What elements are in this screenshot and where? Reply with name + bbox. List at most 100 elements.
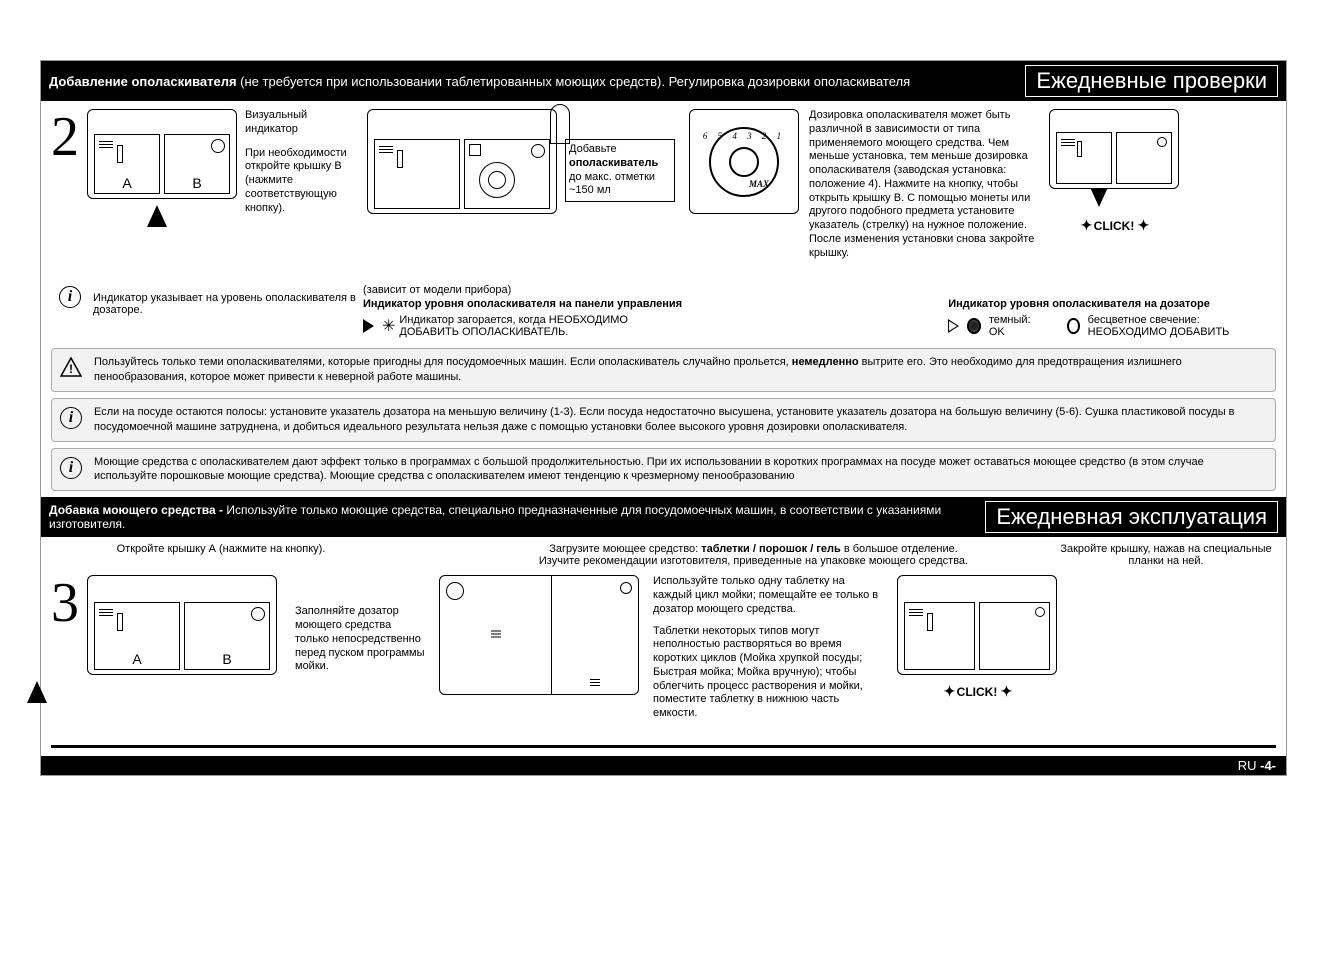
header1-bold: Добавление ополаскивателя	[49, 74, 237, 89]
step2-text-col: Визуальный индикатор При необходимости о…	[245, 109, 355, 215]
dispenser-click-icon	[897, 575, 1057, 675]
level-indicator-text: Индикатор указывает на уровень ополаскив…	[93, 284, 363, 316]
step3-h3: Закройте крышку, нажав на специальные пл…	[1056, 543, 1276, 567]
circle-icon	[1035, 607, 1045, 617]
dial-max: MAX	[749, 179, 769, 189]
circle-icon	[251, 607, 265, 621]
h2c: в большое отделение.	[841, 543, 958, 555]
panel-text: Индикатор загорается, когда НЕОБХОДИМО Д…	[399, 314, 679, 338]
dosage-text: Дозировка ополаскивателя может быть разл…	[809, 109, 1039, 260]
dispenser-icon: A B	[87, 575, 277, 675]
info3-text: Моющие средства с ополаскивателем дают э…	[94, 455, 1267, 485]
dial-diagram: 6 5 4 3 2 1 MAX	[689, 109, 799, 214]
lines-icon	[1061, 139, 1075, 148]
dispenser-icon: A B	[87, 109, 237, 199]
compartment-a2	[374, 139, 460, 209]
click-label: ✦ CLICK! ✦	[944, 683, 1011, 700]
dial-icon: 6 5 4 3 2 1 MAX	[709, 127, 779, 197]
compartment-a: A	[94, 134, 160, 194]
dispenser-open-icon	[367, 109, 557, 214]
tablet-text1: Используйте только одну таблетку на кажд…	[653, 575, 883, 616]
info-detergent-rinse: i Моющие средства с ополаскивателем дают…	[51, 448, 1276, 492]
step3-dispenser1: A B	[87, 575, 277, 703]
dispenser-click-icon	[1049, 109, 1179, 189]
circle-icon	[531, 144, 545, 158]
lines-icon	[909, 609, 923, 618]
dial-numbers: 6 5 4 3 2 1	[703, 131, 785, 141]
warn-t1: Пользуйтесь только теми ополаскивателями…	[94, 356, 792, 368]
compartment-a4	[904, 602, 975, 670]
header2-left: Добавка моющего средства - Используйте т…	[49, 503, 985, 531]
footer-page: -4-	[1260, 758, 1276, 773]
header-detergent: Добавка моющего средства - Используйте т…	[41, 497, 1286, 537]
star-icon: ✦	[1081, 217, 1091, 233]
compartment-b2-open	[464, 139, 550, 209]
spark-icon: ✳	[382, 316, 395, 336]
info-streaks: i Если на посуде остаются полосы: устано…	[51, 398, 1276, 442]
fill-text: Заполняйте дозатор моющего средства толь…	[295, 605, 425, 674]
add-rinse-text: Добавьте ополаскиватель до макс. отметки…	[565, 139, 675, 202]
compartment-b4	[979, 602, 1050, 670]
label-b: B	[222, 651, 231, 667]
star-icon: ✦	[1001, 683, 1011, 699]
header1-left: Добавление ополаскивателя (не требуется …	[49, 74, 1025, 89]
lid-open-icon	[550, 104, 570, 144]
h2a: Загрузите моющее средство:	[549, 543, 701, 555]
step3-number: 3	[51, 575, 79, 631]
warning-spill: ! Пользуйтесь только теми ополаскивателя…	[51, 348, 1276, 392]
dispenser-diagram-1: A B	[87, 109, 237, 227]
page-footer: RU -4-	[41, 756, 1286, 775]
visual-indicator-text: Визуальный индикатор	[245, 109, 355, 137]
click-diagram: ✦ CLICK! ✦	[1049, 109, 1179, 234]
info-icon: i	[59, 286, 81, 308]
step3-click-diagram: ✦ CLICK! ✦	[897, 575, 1057, 700]
add-text: Добавьте	[569, 143, 617, 155]
open-lid-text: При необходимости откройте крышку В (наж…	[245, 147, 355, 216]
page-container: Добавление ополаскивателя (не требуется …	[40, 60, 1287, 776]
dispenser-diagram-2	[367, 109, 557, 214]
depends-text: (зависит от модели прибора)	[363, 284, 1268, 296]
star-icon: ✦	[944, 683, 954, 699]
click-text: CLICK!	[1094, 219, 1135, 233]
led-light-icon	[1067, 318, 1079, 334]
compartment-b3	[1116, 132, 1172, 184]
light-indicator: бесцветное свечение: НЕОБХОДИМО ДОБАВИТЬ	[1067, 314, 1268, 338]
warning-text: Пользуйтесь только теми ополаскивателями…	[94, 355, 1267, 385]
arrow-up-icon	[147, 205, 167, 227]
lines-icon	[99, 609, 113, 618]
label-a: A	[122, 175, 131, 191]
tablet-dispenser-icon	[439, 575, 639, 695]
info-icon: i	[60, 407, 82, 429]
step2-number: 2	[51, 109, 79, 165]
compartment-a: A	[94, 602, 180, 670]
section-step3: 3 A B Заполняйте дозатор моющего средств…	[41, 567, 1286, 735]
step3-h2: Загрузите моющее средство: таблетки / по…	[451, 543, 1056, 567]
add-bold: ополаскиватель	[569, 157, 658, 169]
arrow-up-icon	[27, 681, 47, 703]
panel-title: Индикатор уровня ополаскивателя на панел…	[363, 298, 682, 310]
section-step2: 2 A B Визуальный индикатор При необходим…	[41, 101, 1286, 274]
header1-right: Ежедневные проверки	[1025, 65, 1278, 97]
header1-rest: (не требуется при использовании таблетир…	[237, 74, 911, 89]
light-label: бесцветное свечение: НЕОБХОДИМО ДОБАВИТЬ	[1088, 314, 1268, 338]
label-a: A	[132, 651, 141, 667]
lines-icon	[99, 141, 113, 150]
divider	[51, 745, 1276, 748]
tablet-text-col: Используйте только одну таблетку на кажд…	[653, 575, 883, 721]
dial-frame: 6 5 4 3 2 1 MAX	[689, 109, 799, 214]
header-rinse-aid: Добавление ополаскивателя (не требуется …	[41, 61, 1286, 101]
svg-text:!: !	[69, 362, 73, 376]
footer-lang: RU	[1238, 758, 1257, 773]
warning-icon: !	[60, 357, 82, 377]
click-label: ✦ CLICK! ✦	[1081, 217, 1148, 234]
step3-headers: Откройте крышку А (нажмите на кнопку). З…	[41, 537, 1286, 567]
panel-indicator-col: Индикатор уровня ополаскивателя на панел…	[363, 298, 918, 338]
lines-icon	[379, 146, 393, 155]
star-icon: ✦	[1138, 217, 1148, 233]
header2-bold: Добавка моющего средства -	[49, 503, 226, 517]
compartment-b: B	[164, 134, 230, 194]
step3-h1: Откройте крышку А (нажмите на кнопку).	[111, 543, 331, 567]
dispenser-indicator-col: Индикатор уровня ополаскивателя на дозат…	[948, 298, 1268, 338]
info-icon: i	[60, 457, 82, 479]
step3-tablet-diagram	[439, 575, 639, 695]
